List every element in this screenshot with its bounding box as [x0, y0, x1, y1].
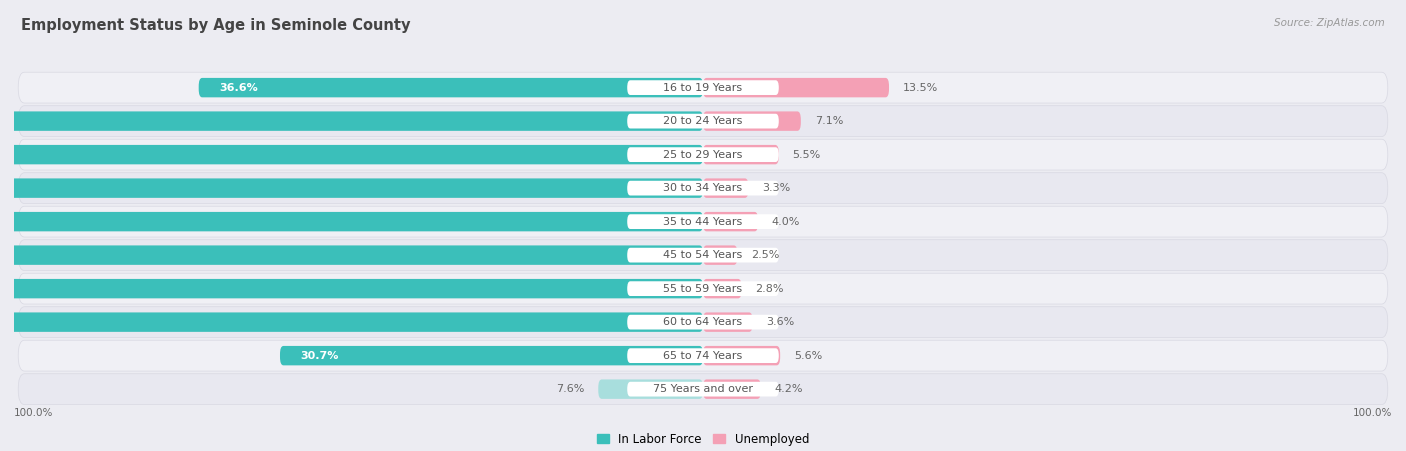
- FancyBboxPatch shape: [703, 212, 758, 231]
- FancyBboxPatch shape: [627, 315, 779, 330]
- FancyBboxPatch shape: [18, 273, 1388, 304]
- FancyBboxPatch shape: [703, 179, 748, 198]
- FancyBboxPatch shape: [703, 245, 738, 265]
- FancyBboxPatch shape: [18, 72, 1388, 103]
- FancyBboxPatch shape: [0, 179, 703, 198]
- Text: 4.0%: 4.0%: [772, 216, 800, 227]
- Text: 65 to 74 Years: 65 to 74 Years: [664, 350, 742, 361]
- Text: Employment Status by Age in Seminole County: Employment Status by Age in Seminole Cou…: [21, 18, 411, 33]
- Text: 5.5%: 5.5%: [793, 150, 821, 160]
- Text: 7.6%: 7.6%: [557, 384, 585, 394]
- FancyBboxPatch shape: [18, 173, 1388, 203]
- Text: 16 to 19 Years: 16 to 19 Years: [664, 83, 742, 92]
- Text: 25 to 29 Years: 25 to 29 Years: [664, 150, 742, 160]
- FancyBboxPatch shape: [627, 181, 779, 195]
- FancyBboxPatch shape: [18, 240, 1388, 271]
- FancyBboxPatch shape: [18, 307, 1388, 337]
- FancyBboxPatch shape: [627, 281, 779, 296]
- FancyBboxPatch shape: [0, 212, 703, 231]
- FancyBboxPatch shape: [18, 139, 1388, 170]
- Text: 45 to 54 Years: 45 to 54 Years: [664, 250, 742, 260]
- Text: 36.6%: 36.6%: [219, 83, 259, 92]
- FancyBboxPatch shape: [703, 111, 801, 131]
- FancyBboxPatch shape: [599, 379, 703, 399]
- FancyBboxPatch shape: [703, 78, 889, 97]
- Text: 5.6%: 5.6%: [794, 350, 823, 361]
- FancyBboxPatch shape: [703, 145, 779, 164]
- Text: 3.3%: 3.3%: [762, 183, 790, 193]
- Legend: In Labor Force, Unemployed: In Labor Force, Unemployed: [598, 433, 808, 446]
- FancyBboxPatch shape: [627, 214, 779, 229]
- FancyBboxPatch shape: [18, 206, 1388, 237]
- FancyBboxPatch shape: [18, 106, 1388, 137]
- FancyBboxPatch shape: [18, 340, 1388, 371]
- FancyBboxPatch shape: [0, 279, 703, 299]
- FancyBboxPatch shape: [627, 248, 779, 262]
- FancyBboxPatch shape: [0, 111, 703, 131]
- Text: 35 to 44 Years: 35 to 44 Years: [664, 216, 742, 227]
- FancyBboxPatch shape: [703, 346, 780, 365]
- FancyBboxPatch shape: [627, 80, 779, 95]
- FancyBboxPatch shape: [627, 382, 779, 396]
- Text: 2.8%: 2.8%: [755, 284, 785, 294]
- Text: 13.5%: 13.5%: [903, 83, 938, 92]
- Text: 100.0%: 100.0%: [14, 408, 53, 418]
- FancyBboxPatch shape: [0, 245, 703, 265]
- FancyBboxPatch shape: [280, 346, 703, 365]
- Text: 100.0%: 100.0%: [1353, 408, 1392, 418]
- FancyBboxPatch shape: [627, 348, 779, 363]
- FancyBboxPatch shape: [18, 374, 1388, 405]
- FancyBboxPatch shape: [198, 78, 703, 97]
- Text: 30.7%: 30.7%: [301, 350, 339, 361]
- Text: 7.1%: 7.1%: [814, 116, 844, 126]
- FancyBboxPatch shape: [627, 114, 779, 129]
- Text: 2.5%: 2.5%: [751, 250, 779, 260]
- Text: 4.2%: 4.2%: [775, 384, 803, 394]
- FancyBboxPatch shape: [703, 379, 761, 399]
- FancyBboxPatch shape: [703, 313, 752, 332]
- FancyBboxPatch shape: [0, 313, 703, 332]
- Text: 55 to 59 Years: 55 to 59 Years: [664, 284, 742, 294]
- Text: 3.6%: 3.6%: [766, 317, 794, 327]
- FancyBboxPatch shape: [0, 145, 703, 164]
- Text: 60 to 64 Years: 60 to 64 Years: [664, 317, 742, 327]
- Text: 75 Years and over: 75 Years and over: [652, 384, 754, 394]
- Text: Source: ZipAtlas.com: Source: ZipAtlas.com: [1274, 18, 1385, 28]
- Text: 20 to 24 Years: 20 to 24 Years: [664, 116, 742, 126]
- FancyBboxPatch shape: [703, 279, 741, 299]
- Text: 30 to 34 Years: 30 to 34 Years: [664, 183, 742, 193]
- FancyBboxPatch shape: [627, 147, 779, 162]
